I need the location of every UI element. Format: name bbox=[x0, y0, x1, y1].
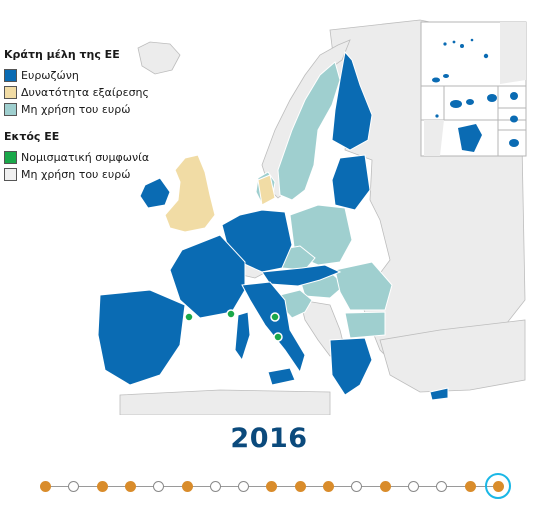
timeline-dot[interactable] bbox=[153, 481, 165, 492]
legend-heading-non-eu: Εκτός ΕΕ bbox=[4, 130, 60, 143]
timeline-dot[interactable] bbox=[407, 481, 419, 492]
outermost-regions-inset bbox=[420, 21, 527, 157]
timeline-dot[interactable] bbox=[96, 481, 108, 492]
legend-label: Ευρωζώνη bbox=[21, 69, 79, 82]
legend-label: Νομισματική συμφωνία bbox=[21, 151, 150, 164]
timeline-dot[interactable] bbox=[379, 481, 391, 492]
vatican-marker bbox=[273, 332, 283, 342]
legend-swatch-opt-out bbox=[4, 86, 17, 99]
timeline-dot[interactable] bbox=[294, 481, 306, 492]
san-marino-marker bbox=[270, 312, 280, 322]
legend-swatch-non-euro-eu bbox=[4, 103, 17, 116]
eurozone-land bbox=[97, 50, 449, 401]
timeline-dot[interactable] bbox=[40, 481, 51, 492]
legend-swatch-eurozone bbox=[4, 69, 17, 82]
legend-item-non-eu: Μη χρήση του ευρώ bbox=[4, 166, 194, 183]
timeline-dot[interactable] bbox=[464, 481, 476, 492]
timeline-active-ring bbox=[485, 473, 512, 499]
timeline-dot[interactable] bbox=[209, 481, 221, 492]
timeline-dot[interactable] bbox=[436, 481, 448, 492]
legend-item-eurozone: Ευρωζώνη bbox=[4, 67, 194, 84]
monetary-agreement-markers bbox=[184, 309, 283, 342]
legend-item-opt-out: Δυνατότητα εξαίρεσης bbox=[4, 84, 194, 101]
legend-heading-eu: Κράτη μέλη της ΕΕ bbox=[4, 48, 120, 61]
monaco-marker bbox=[226, 309, 236, 319]
euro-area-map: Κράτη μέλη της ΕΕ Ευρωζώνη Δυνατότητα εξ… bbox=[4, 19, 527, 415]
map-legend: Κράτη μέλη της ΕΕ Ευρωζώνη Δυνατότητα εξ… bbox=[4, 44, 194, 183]
year-timeline[interactable] bbox=[30, 470, 520, 504]
legend-label: Μη χρήση του ευρώ bbox=[21, 168, 131, 181]
legend-item-monetary-agreement: Νομισματική συμφωνία bbox=[4, 149, 194, 166]
legend-swatch-monetary-agreement bbox=[4, 151, 17, 164]
timeline-dot[interactable] bbox=[238, 481, 250, 492]
legend-swatch-non-eu bbox=[4, 168, 17, 181]
timeline-dot[interactable] bbox=[124, 481, 136, 492]
year-label: 2016 bbox=[230, 423, 308, 454]
timeline-dot[interactable] bbox=[323, 481, 334, 492]
timeline-dot[interactable] bbox=[68, 481, 80, 492]
timeline-dot[interactable] bbox=[266, 481, 278, 492]
timeline-dot[interactable] bbox=[181, 481, 193, 492]
europe-map-svg bbox=[97, 19, 527, 415]
opt-out-land bbox=[164, 154, 276, 233]
legend-item-non-euro-eu: Μη χρήση του ευρώ bbox=[4, 101, 194, 118]
andorra-marker bbox=[184, 312, 194, 322]
timeline-dot[interactable] bbox=[351, 481, 363, 492]
legend-label: Δυνατότητα εξαίρεσης bbox=[21, 86, 149, 99]
legend-label: Μη χρήση του ευρώ bbox=[21, 103, 131, 116]
